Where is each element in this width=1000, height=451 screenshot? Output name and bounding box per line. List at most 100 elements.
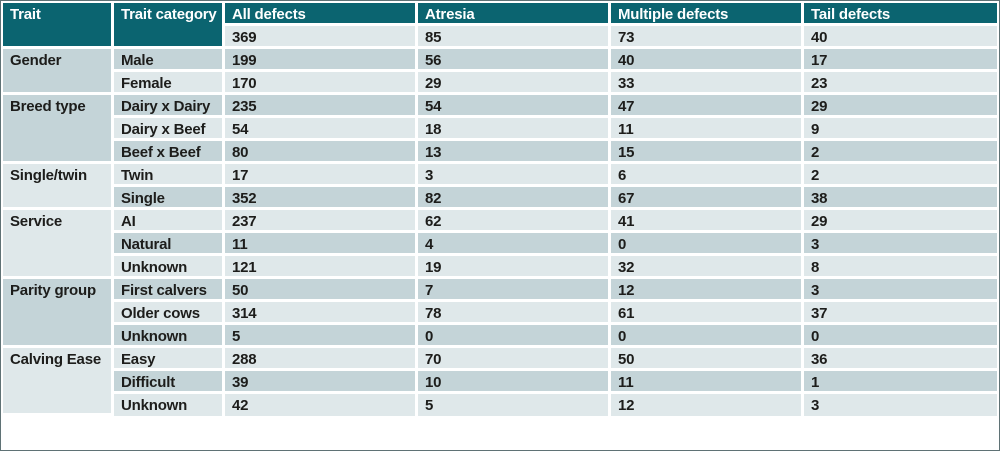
value-cell-multiple-defects: 40	[611, 49, 804, 72]
value-cell-multiple-defects: 67	[611, 187, 804, 210]
value-cell-atresia: 13	[418, 141, 611, 164]
total-value-cell-tail-defects: 40	[804, 26, 997, 49]
table-row-calving-ease-difficult: Difficult 39 10 11 1	[3, 371, 997, 394]
total-value-cell-all-defects: 369	[225, 26, 418, 49]
trait-category-cell-easy: Easy	[114, 348, 225, 371]
value-cell-atresia: 18	[418, 118, 611, 141]
value-cell-atresia: 70	[418, 348, 611, 371]
table-row-breed-type-dairy-x-beef: Dairy x Beef 54 18 11 9	[3, 118, 997, 141]
column-header-atresia: Atresia	[418, 3, 611, 26]
trait-category-cell-ai: AI	[114, 210, 225, 233]
table-row-calving-ease-easy: Calving Ease Easy 288 70 50 36	[3, 348, 997, 416]
trait-category-cell-dairy-x-beef: Dairy x Beef	[114, 118, 225, 141]
trait-category-cell-female: Female	[114, 72, 225, 95]
value-cell-multiple-defects: 15	[611, 141, 804, 164]
value-cell-atresia: 54	[418, 95, 611, 118]
column-header-tail-defects: Tail defects	[804, 3, 997, 26]
value-cell-all-defects: 288	[225, 348, 418, 371]
value-cell-tail-defects: 0	[804, 325, 997, 348]
value-cell-all-defects: 170	[225, 72, 418, 95]
value-cell-atresia: 19	[418, 256, 611, 279]
value-cell-all-defects: 235	[225, 95, 418, 118]
value-cell-tail-defects: 2	[804, 164, 997, 187]
value-cell-tail-defects: 37	[804, 302, 997, 325]
table-row-service-ai: Service AI 237 62 41 29	[3, 210, 997, 279]
value-cell-multiple-defects: 61	[611, 302, 804, 325]
value-cell-multiple-defects: 12	[611, 279, 804, 302]
value-cell-tail-defects: 8	[804, 256, 997, 279]
value-cell-atresia: 29	[418, 72, 611, 95]
trait-category-cell-beef-x-beef: Beef x Beef	[114, 141, 225, 164]
value-cell-all-defects: 314	[225, 302, 418, 325]
value-cell-tail-defects: 36	[804, 348, 997, 371]
value-cell-atresia: 4	[418, 233, 611, 256]
value-cell-tail-defects: 17	[804, 49, 997, 72]
value-cell-all-defects: 11	[225, 233, 418, 256]
table-row-gender-male: Gender Male 199 56 40 17	[3, 49, 997, 95]
table-row-service-natural: Natural 11 4 0 3	[3, 233, 997, 256]
column-header-multiple-defects: Multiple defects	[611, 3, 804, 26]
value-cell-tail-defects: 38	[804, 187, 997, 210]
totals-row: 369 85 73 40	[3, 26, 997, 49]
header-row: Trait Trait category All defects Atresia Mul…	[3, 3, 997, 49]
value-cell-all-defects: 50	[225, 279, 418, 302]
value-cell-tail-defects: 29	[804, 210, 997, 233]
column-header-trait: Trait	[3, 3, 114, 49]
value-cell-tail-defects: 9	[804, 118, 997, 141]
value-cell-all-defects: 54	[225, 118, 418, 141]
value-cell-multiple-defects: 0	[611, 325, 804, 348]
value-cell-all-defects: 39	[225, 371, 418, 394]
table-row-parity-group-unknown: Unknown 5 0 0 0	[3, 325, 997, 348]
trait-category-cell-unknown: Unknown	[114, 325, 225, 348]
value-cell-tail-defects: 3	[804, 279, 997, 302]
table-row-breed-type-beef-x-beef: Beef x Beef 80 13 15 2	[3, 141, 997, 164]
trait-category-cell-male: Male	[114, 49, 225, 72]
trait-category-cell-older-cows: Older cows	[114, 302, 225, 325]
table-row-service-unknown: Unknown 121 19 32 8	[3, 256, 997, 279]
table-row-parity-group-older-cows: Older cows 314 78 61 37	[3, 302, 997, 325]
trait-category-cell-unknown: Unknown	[114, 394, 225, 416]
table-row-gender-female: Female 170 29 33 23	[3, 72, 997, 95]
trait-category-cell-natural: Natural	[114, 233, 225, 256]
table-rows: Trait Trait category All defects Atresia Mul…	[3, 3, 997, 416]
value-cell-multiple-defects: 41	[611, 210, 804, 233]
value-cell-tail-defects: 1	[804, 371, 997, 394]
trait-group-cell-calving-ease: Calving Ease	[3, 348, 114, 416]
value-cell-tail-defects: 3	[804, 394, 997, 416]
table-row-single-twin-single: Single 352 82 67 38	[3, 187, 997, 210]
value-cell-multiple-defects: 50	[611, 348, 804, 371]
value-cell-atresia: 5	[418, 394, 611, 416]
table-row-breed-type-dairy-x-dairy: Breed type Dairy x Dairy 235 54 47 29	[3, 95, 997, 164]
value-cell-atresia: 62	[418, 210, 611, 233]
value-cell-multiple-defects: 32	[611, 256, 804, 279]
trait-category-cell-dairy-x-dairy: Dairy x Dairy	[114, 95, 225, 118]
trait-group-cell-gender: Gender	[3, 49, 114, 95]
trait-category-cell-twin: Twin	[114, 164, 225, 187]
value-cell-all-defects: 5	[225, 325, 418, 348]
value-cell-tail-defects: 29	[804, 95, 997, 118]
value-cell-multiple-defects: 6	[611, 164, 804, 187]
trait-category-cell-unknown: Unknown	[114, 256, 225, 279]
value-cell-all-defects: 237	[225, 210, 418, 233]
value-cell-atresia: 82	[418, 187, 611, 210]
value-cell-all-defects: 42	[225, 394, 418, 416]
value-cell-all-defects: 199	[225, 49, 418, 72]
value-cell-tail-defects: 3	[804, 233, 997, 256]
value-cell-multiple-defects: 0	[611, 233, 804, 256]
value-cell-multiple-defects: 11	[611, 371, 804, 394]
value-cell-all-defects: 80	[225, 141, 418, 164]
value-cell-atresia: 10	[418, 371, 611, 394]
table-row-parity-group-first-calvers: Parity group First calvers 50 7 12 3	[3, 279, 997, 348]
trait-category-cell-single: Single	[114, 187, 225, 210]
trait-group-cell-parity-group: Parity group	[3, 279, 114, 348]
value-cell-atresia: 3	[418, 164, 611, 187]
column-header-trait-category: Trait category	[114, 3, 225, 49]
table-row-single-twin-twin: Single/twin Twin 17 3 6 2	[3, 164, 997, 210]
value-cell-multiple-defects: 33	[611, 72, 804, 95]
value-cell-atresia: 7	[418, 279, 611, 302]
value-cell-atresia: 78	[418, 302, 611, 325]
total-value-cell-multiple-defects: 73	[611, 26, 804, 49]
value-cell-atresia: 0	[418, 325, 611, 348]
value-cell-tail-defects: 23	[804, 72, 997, 95]
